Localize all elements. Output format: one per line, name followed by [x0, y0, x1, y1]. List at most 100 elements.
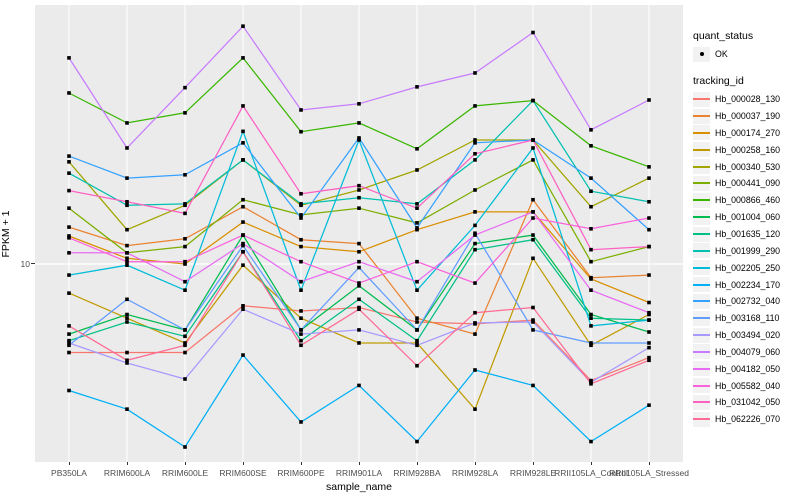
data-point [589, 439, 593, 444]
data-point [183, 236, 187, 241]
legend-item-Hb_005582_040: Hb_005582_040 [693, 377, 798, 394]
data-point [299, 343, 303, 348]
data-point [125, 350, 129, 355]
data-point [589, 204, 593, 209]
data-point [473, 241, 477, 246]
legend-key-box [693, 260, 710, 276]
data-point [357, 328, 361, 332]
data-point [67, 206, 71, 210]
legend-key-box [693, 46, 710, 62]
data-point [647, 199, 651, 204]
data-point [589, 343, 593, 348]
data-point [67, 56, 71, 60]
legend-key-box [693, 209, 710, 225]
legend-item-label: Hb_001999_290 [715, 245, 781, 256]
data-point [647, 345, 651, 350]
data-point [415, 226, 419, 230]
data-point [589, 381, 593, 386]
data-point [531, 197, 535, 202]
data-point [183, 343, 187, 348]
legend-item-Hb_000258_160: Hb_000258_160 [693, 141, 798, 158]
legend-key-box [693, 394, 710, 410]
series-color-swatch [693, 401, 710, 404]
plot-canvas [35, 5, 683, 462]
data-point [357, 102, 361, 106]
data-point [67, 234, 71, 238]
data-point [299, 328, 303, 332]
data-point [647, 355, 651, 360]
x-axis-tick-label: RRIM600SE [219, 468, 267, 478]
data-point [67, 154, 71, 158]
data-point [183, 377, 187, 381]
data-point [241, 233, 245, 237]
data-point [67, 171, 71, 175]
data-point [357, 281, 361, 285]
legend-item-Hb_000340_530: Hb_000340_530 [693, 158, 798, 175]
data-point [531, 233, 535, 237]
x-axis-tick-mark [475, 462, 476, 465]
data-point [589, 324, 593, 328]
x-axis-tick-mark [591, 462, 592, 465]
data-point [125, 199, 129, 204]
x-axis-tick-mark [243, 462, 244, 465]
y-axis-title: FPKM + 1 [0, 210, 12, 258]
data-point [125, 358, 129, 363]
data-point [415, 288, 419, 292]
data-point [183, 328, 187, 332]
data-point [241, 104, 245, 108]
data-point [357, 188, 361, 192]
data-point [183, 211, 187, 216]
data-point [67, 338, 71, 343]
data-point [241, 307, 245, 312]
x-axis-title: sample_name [326, 481, 392, 493]
data-point [241, 129, 245, 134]
data-point [125, 121, 129, 125]
data-point [473, 407, 477, 411]
data-point [415, 279, 419, 284]
legend-key-box [693, 277, 710, 293]
legend-item-Hb_000028_130: Hb_000028_130 [693, 91, 798, 108]
legend-key-box [693, 192, 710, 208]
data-point [647, 98, 651, 102]
data-point [589, 288, 593, 292]
data-point [241, 204, 245, 209]
data-point [183, 85, 187, 90]
data-point [125, 227, 129, 232]
legend-item-label: Hb_001635_120 [715, 229, 781, 240]
data-point [357, 241, 361, 246]
legend-item-Hb_004182_050: Hb_004182_050 [693, 360, 798, 377]
data-point [531, 146, 535, 150]
data-point [241, 158, 245, 162]
legend-key-box [693, 411, 710, 427]
data-point [357, 297, 361, 302]
legend-item-Hb_003168_110: Hb_003168_110 [693, 310, 798, 327]
data-point [357, 341, 361, 345]
data-point [415, 363, 419, 368]
data-point [67, 324, 71, 328]
legend-item-Hb_001635_120: Hb_001635_120 [693, 226, 798, 243]
legend-key-box [693, 327, 710, 343]
legend-item-label: Hb_000441_090 [715, 178, 781, 189]
data-point [67, 343, 71, 348]
data-point [67, 388, 71, 393]
x-axis-tick-mark [417, 462, 418, 465]
data-point [357, 138, 361, 142]
x-axis-tick-mark [533, 462, 534, 465]
data-point [241, 24, 245, 28]
data-point [415, 168, 419, 172]
data-point [299, 316, 303, 320]
legend-item-Hb_062226_070: Hb_062226_070 [693, 411, 798, 428]
data-point [125, 316, 129, 320]
data-point [67, 225, 71, 229]
data-point [473, 310, 477, 315]
series-color-swatch [693, 165, 710, 168]
legend-item-label: Hb_002205_250 [715, 262, 781, 273]
data-point [589, 176, 593, 180]
data-point [531, 216, 535, 220]
series-color-swatch [693, 249, 710, 252]
data-point [647, 358, 651, 363]
data-point [241, 56, 245, 60]
data-point [183, 445, 187, 449]
data-point [67, 273, 71, 277]
